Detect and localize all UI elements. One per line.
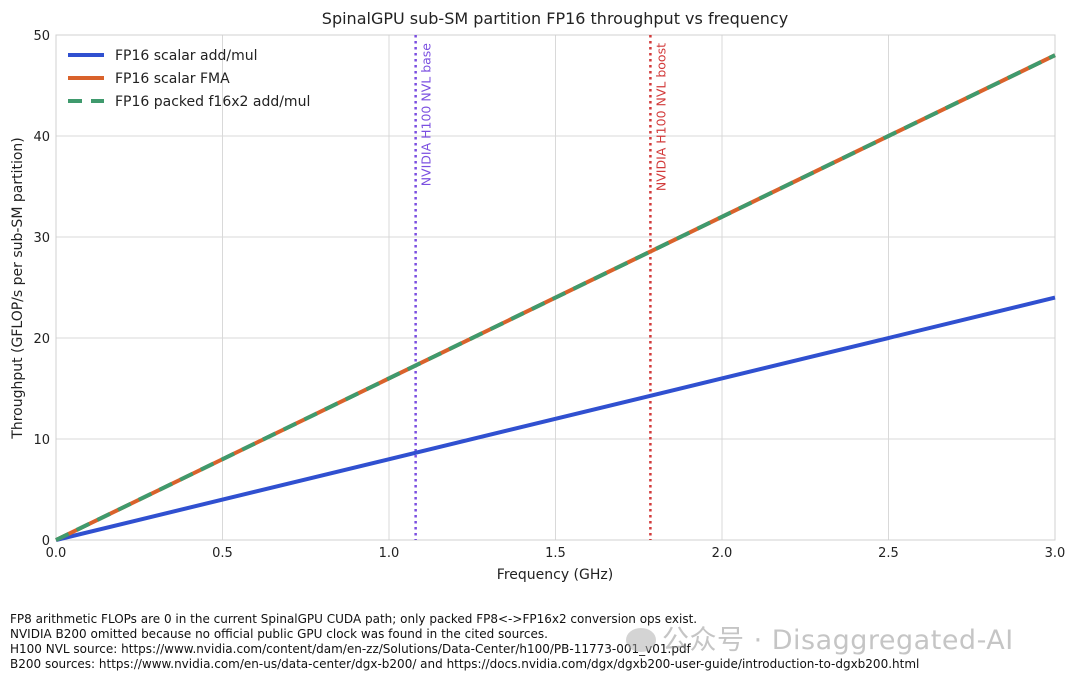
grid [55, 34, 1056, 541]
series-lines [55, 53, 1056, 542]
y-tick-label: 50 [33, 29, 50, 44]
reference-line-label: NVIDIA H100 NVL boost [653, 43, 668, 191]
y-tick-labels: 0 10 20 30 40 50 [33, 29, 50, 549]
x-tick-label: 0.0 [46, 546, 67, 561]
chart-title: SpinalGPU sub-SM partition FP16 throughp… [322, 9, 788, 28]
legend-label: FP16 packed f16x2 add/mul [115, 94, 310, 110]
y-tick-label: 40 [33, 130, 50, 145]
footnote-line: B200 sources: https://www.nvidia.com/en-… [10, 657, 920, 671]
y-tick-label: 30 [33, 231, 50, 246]
y-tick-label: 20 [33, 332, 50, 347]
reference-lines: NVIDIA H100 NVL base NVIDIA H100 NVL boos… [414, 35, 668, 540]
series-line [55, 295, 1056, 542]
plot-area-frame [55, 34, 1056, 541]
y-tick-label: 0 [42, 534, 50, 549]
x-tick-label: 2.5 [878, 546, 899, 561]
x-axis-label: Frequency (GHz) [497, 567, 613, 583]
x-tick-label: 3.0 [1045, 546, 1066, 561]
y-tick-label: 10 [33, 433, 50, 448]
x-tick-label: 2.0 [712, 546, 733, 561]
series-line [55, 53, 1056, 542]
legend-label: FP16 scalar FMA [115, 71, 230, 87]
y-axis-label: Throughput (GFLOP/s per sub-SM partition… [10, 137, 26, 439]
x-tick-labels: 0.0 0.5 1.0 1.5 2.0 2.5 3.0 [46, 546, 1066, 561]
x-tick-label: 1.5 [545, 546, 566, 561]
watermark: 公众号 · Disaggregated-AI [626, 618, 1014, 657]
watermark-text: 公众号 · Disaggregated-AI [662, 625, 1014, 656]
legend: FP16 scalar add/mul FP16 scalar FMA FP16 p… [68, 48, 310, 110]
footnotes: FP8 arithmetic FLOPs are 0 in the curren… [10, 612, 919, 672]
wechat-icon [626, 628, 656, 652]
chart: SpinalGPU sub-SM partition FP16 throughp… [10, 9, 1066, 583]
footnote-line: NVIDIA B200 omitted because no official … [10, 627, 548, 641]
reference-line-label: NVIDIA H100 NVL base [419, 43, 434, 187]
footnote-line: H100 NVL source: https://www.nvidia.com/… [10, 642, 691, 656]
legend-label: FP16 scalar add/mul [115, 48, 257, 64]
x-tick-label: 1.0 [379, 546, 400, 561]
x-tick-label: 0.5 [212, 546, 233, 561]
footnote-line: FP8 arithmetic FLOPs are 0 in the curren… [10, 612, 698, 626]
